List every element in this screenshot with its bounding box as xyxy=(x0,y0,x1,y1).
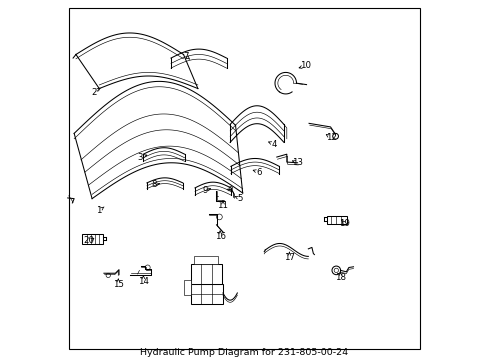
Text: 13: 13 xyxy=(291,158,303,167)
Text: Hydraulic Pump Diagram for 231-805-00-24: Hydraulic Pump Diagram for 231-805-00-24 xyxy=(140,348,348,357)
Bar xyxy=(184,280,191,295)
Bar xyxy=(191,264,222,284)
Text: 17: 17 xyxy=(283,253,294,262)
Text: 7: 7 xyxy=(183,52,189,61)
Text: 12: 12 xyxy=(325,133,336,142)
Text: 10: 10 xyxy=(299,62,310,71)
Text: 15: 15 xyxy=(113,280,123,289)
Text: 3: 3 xyxy=(138,153,143,162)
Text: 5: 5 xyxy=(237,194,243,203)
Bar xyxy=(82,234,103,244)
Text: 18: 18 xyxy=(334,273,346,282)
Bar xyxy=(194,256,217,264)
Text: 4: 4 xyxy=(271,140,276,149)
Bar xyxy=(190,284,223,304)
Text: 6: 6 xyxy=(256,168,261,177)
Text: 1: 1 xyxy=(96,206,102,215)
Text: 9: 9 xyxy=(202,185,207,194)
Text: 20: 20 xyxy=(83,237,94,246)
Text: 14: 14 xyxy=(138,276,148,285)
Text: 8: 8 xyxy=(151,180,157,189)
Text: 2: 2 xyxy=(92,87,97,96)
Text: 11: 11 xyxy=(217,201,228,210)
Text: 16: 16 xyxy=(214,232,225,241)
Text: 19: 19 xyxy=(339,219,349,228)
Bar xyxy=(326,216,346,224)
